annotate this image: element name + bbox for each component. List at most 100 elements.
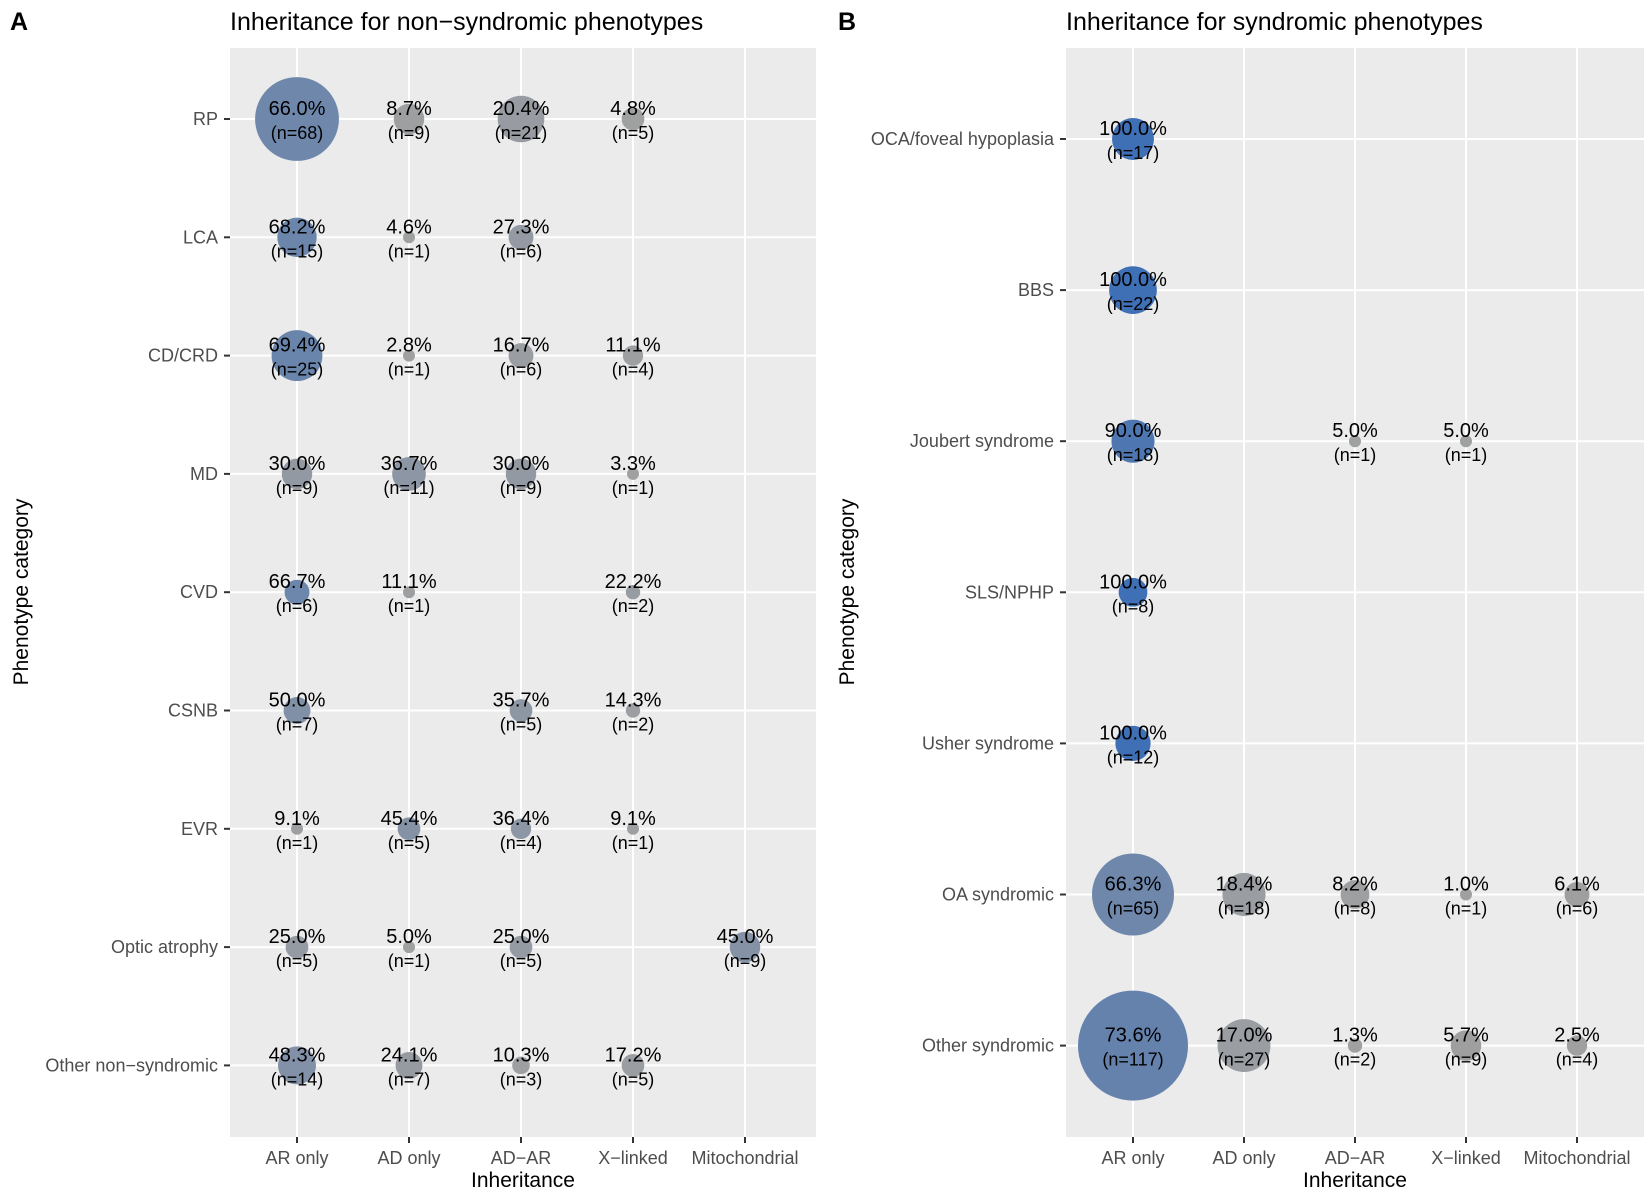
point-percent-label: 66.0% (269, 98, 326, 120)
point-bubble (1450, 1030, 1482, 1061)
y-tick-label: LCA (183, 227, 218, 247)
point-bubble (621, 107, 645, 131)
point-percent-label: 4.6% (386, 216, 432, 238)
data-point: 2.8% (n=1) (386, 335, 432, 380)
point-bubble (284, 579, 310, 605)
panel-b: OCA/foveal hypoplasia BBS Joubert syndrome… (836, 8, 1644, 1192)
data-point: 30.0% (n=9) (493, 453, 550, 498)
y-tick-label: OCA/foveal hypoplasia (871, 129, 1055, 149)
x-tick-label: Mitochondrial (691, 1148, 798, 1168)
point-count-label: (n=6) (276, 596, 319, 616)
data-point: 2.5% (n=4) (1554, 1025, 1600, 1070)
data-point: 8.7% (n=9) (386, 98, 432, 143)
point-count-label: (n=5) (388, 833, 431, 853)
point-percent-label: 18.4% (1216, 874, 1273, 896)
data-point: 35.7% (n=5) (493, 690, 550, 735)
data-point: 27.3% (n=6) (493, 216, 550, 261)
point-percent-label: 14.3% (605, 690, 662, 712)
y-axis-title: Phenotype category (10, 498, 33, 685)
data-point: 14.3% (n=2) (605, 690, 662, 735)
point-count-label: (n=1) (388, 360, 431, 380)
data-point: 22.2% (n=2) (605, 571, 662, 616)
point-percent-label: 36.4% (493, 808, 550, 830)
point-count-label: (n=8) (1334, 899, 1377, 919)
y-tick-label: OA syndromic (942, 885, 1054, 905)
point-count-label: (n=1) (388, 596, 431, 616)
point-percent-label: 27.3% (493, 216, 550, 238)
point-percent-label: 100.0% (1099, 722, 1167, 744)
y-tick-label: BBS (1018, 280, 1054, 300)
data-point: 9.1% (n=1) (274, 808, 320, 853)
point-bubble (291, 822, 303, 835)
point-percent-label: 66.3% (1105, 874, 1162, 896)
data-point: 4.6% (n=1) (386, 216, 432, 261)
y-tick-label: Optic atrophy (111, 937, 218, 957)
data-point: 18.4% (n=18) (1216, 872, 1273, 919)
point-bubble (621, 1054, 645, 1077)
point-count-label: (n=65) (1107, 899, 1160, 919)
point-count-label: (n=2) (612, 715, 655, 735)
point-count-label: (n=1) (1445, 899, 1488, 919)
point-percent-label: 11.1% (381, 571, 436, 593)
point-percent-label: 35.7% (493, 690, 550, 712)
point-bubble (627, 467, 639, 480)
point-bubble (1092, 853, 1174, 936)
point-count-label: (n=7) (388, 1069, 431, 1089)
data-point: 73.6% (n=117) (1078, 990, 1188, 1101)
data-point: 25.0% (n=5) (493, 926, 550, 971)
data-point: 16.7% (n=6) (493, 335, 550, 380)
data-point: 100.0% (n=8) (1099, 571, 1167, 616)
data-point: 30.0% (n=9) (269, 453, 326, 498)
point-bubble (255, 77, 339, 161)
data-point: 11.1% (n=1) (381, 571, 436, 616)
point-percent-label: 9.1% (610, 808, 656, 830)
data-point: 11.1% (n=4) (605, 335, 660, 380)
data-point: 66.0% (n=68) (255, 77, 339, 161)
point-bubble (1078, 990, 1188, 1101)
point-count-label: (n=1) (388, 241, 431, 261)
point-count-label: (n=12) (1107, 747, 1160, 767)
point-count-label: (n=117) (1102, 1050, 1163, 1070)
point-percent-label: 1.0% (1443, 874, 1489, 896)
data-point: 100.0% (n=22) (1099, 266, 1167, 314)
point-bubble (283, 697, 311, 724)
point-count-label: (n=1) (276, 833, 319, 853)
point-bubble (625, 703, 641, 718)
point-count-label: (n=1) (1445, 445, 1488, 465)
point-count-label: (n=5) (500, 951, 543, 971)
point-bubble (1564, 882, 1590, 907)
data-point: 50.0% (n=7) (269, 690, 326, 735)
plot-title: Inheritance for syndromic phenotypes (1066, 8, 1483, 36)
point-count-label: (n=4) (612, 360, 655, 380)
point-count-label: (n=22) (1107, 294, 1160, 314)
y-tick-label: EVR (181, 819, 218, 839)
point-count-label: (n=1) (612, 478, 655, 498)
point-count-label: (n=6) (1556, 899, 1599, 919)
point-bubble (1115, 725, 1151, 762)
data-point: 10.3% (n=3) (493, 1044, 550, 1089)
x-tick-label: AD only (1212, 1148, 1275, 1168)
data-point: 17.2% (n=5) (605, 1044, 662, 1089)
data-point: 24.1% (n=7) (381, 1044, 438, 1089)
point-bubble (403, 941, 415, 954)
point-count-label: (n=3) (500, 1069, 543, 1089)
point-bubble (1349, 435, 1361, 448)
point-percent-label: 6.1% (1554, 874, 1600, 896)
point-percent-label: 25.0% (269, 926, 326, 948)
point-bubble (625, 585, 641, 600)
y-tick-label: CVD (180, 582, 218, 602)
y-axis-title: Phenotype category (836, 498, 859, 685)
point-bubble (397, 817, 421, 841)
point-count-label: (n=25) (271, 360, 324, 380)
point-percent-label: 16.7% (493, 335, 550, 357)
data-point: 36.7% (n=11) (381, 453, 438, 498)
point-percent-label: 100.0% (1099, 269, 1167, 291)
point-bubble (509, 935, 533, 959)
point-count-label: (n=4) (1556, 1050, 1599, 1070)
plot-title: Inheritance for non−syndromic phenotypes (230, 8, 703, 36)
panel-tag: A (10, 8, 28, 36)
point-percent-label: 10.3% (493, 1044, 550, 1066)
point-percent-label: 66.7% (269, 571, 326, 593)
data-point: 25.0% (n=5) (269, 926, 326, 971)
point-count-label: (n=1) (1334, 445, 1377, 465)
